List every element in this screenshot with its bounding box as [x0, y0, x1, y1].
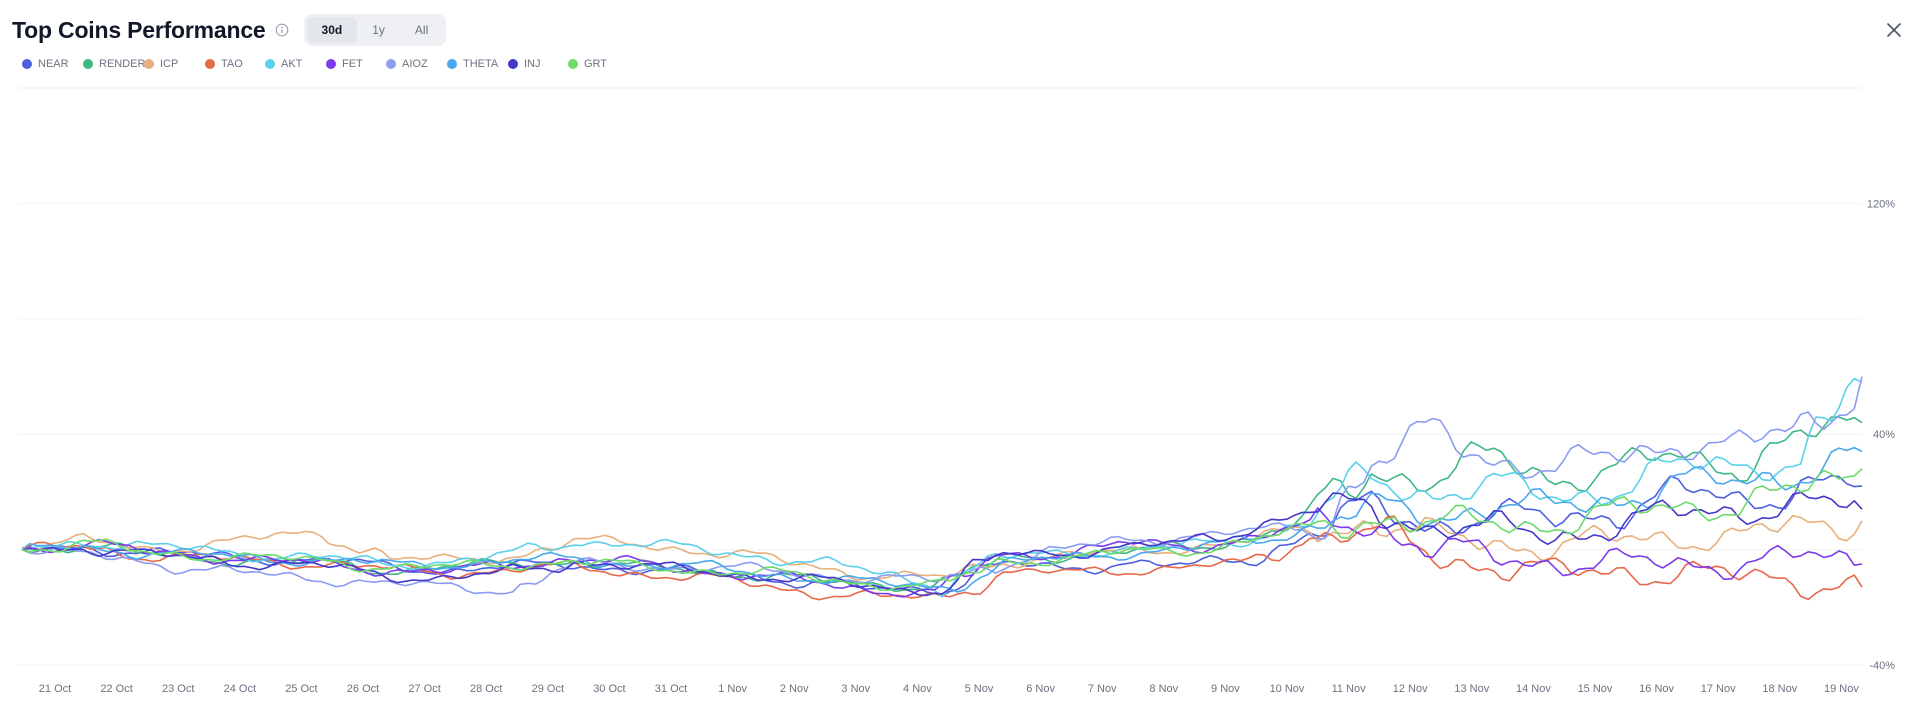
series-line-tao[interactable] — [21, 515, 1863, 601]
x-tick-label: 24 Oct — [224, 683, 256, 695]
x-tick-label: 11 Nov — [1332, 683, 1367, 695]
x-tick-label: 12 Nov — [1393, 683, 1428, 695]
x-tick-label: 15 Nov — [1578, 683, 1613, 695]
x-tick-label: 26 Oct — [347, 683, 379, 695]
legend-dot — [447, 59, 457, 69]
x-tick-label: 6 Nov — [1026, 683, 1055, 695]
legend-dot — [568, 59, 578, 69]
legend-dot — [265, 59, 275, 69]
y-tick-label: 120% — [1867, 198, 1895, 210]
series-line-aioz[interactable] — [21, 376, 1863, 595]
legend-item-inj[interactable]: INJ — [508, 58, 541, 70]
x-tick-label: 16 Nov — [1639, 683, 1674, 695]
series-line-inj[interactable] — [21, 491, 1863, 597]
series-line-theta[interactable] — [21, 446, 1863, 593]
legend-label: RENDER — [99, 58, 146, 70]
x-tick-label: 17 Nov — [1701, 683, 1736, 695]
legend-label: ICP — [160, 58, 179, 70]
info-icon[interactable] — [275, 23, 289, 37]
legend-item-fet[interactable]: FET — [326, 58, 363, 70]
range-all-button[interactable]: All — [400, 17, 443, 43]
x-tick-label: 9 Nov — [1211, 683, 1240, 695]
range-1y-button[interactable]: 1y — [357, 17, 400, 43]
range-30d-button[interactable]: 30d — [306, 17, 358, 43]
legend-item-akt[interactable]: AKT — [265, 58, 302, 70]
legend-dot — [144, 59, 154, 69]
legend-dot — [205, 59, 215, 69]
legend-label: AKT — [281, 58, 303, 70]
page-title: Top Coins Performance — [12, 16, 266, 43]
series-line-fet[interactable] — [21, 507, 1863, 598]
x-tick-label: 7 Nov — [1088, 683, 1117, 695]
x-tick-label: 1 Nov — [718, 683, 747, 695]
series-lines — [21, 376, 1863, 601]
x-tick-label: 25 Oct — [285, 683, 317, 695]
x-tick-label: 30 Oct — [593, 683, 625, 695]
chart-header: Top Coins Performance 30d 1y All — [12, 14, 447, 46]
x-tick-label: 14 Nov — [1516, 683, 1551, 695]
x-tick-label: 23 Oct — [162, 683, 194, 695]
x-tick-label: 28 Oct — [470, 683, 502, 695]
legend-item-icp[interactable]: ICP — [144, 58, 178, 70]
x-tick-label: 2 Nov — [780, 683, 809, 695]
legend-dot — [22, 59, 32, 69]
y-axis-ticks: 120% 40% -40% — [1867, 198, 1895, 672]
x-tick-label: 19 Nov — [1824, 683, 1859, 695]
x-axis-ticks: 21 Oct 22 Oct 23 Oct 24 Oct 25 Oct 26 Oct 27 O… — [39, 683, 1860, 695]
legend-label: NEAR — [38, 58, 69, 70]
x-tick-label: 3 Nov — [841, 683, 870, 695]
y-tick-label: -40% — [1869, 660, 1895, 672]
legend-label: TAO — [221, 58, 243, 70]
y-tick-label: 40% — [1873, 429, 1895, 441]
x-tick-label: 31 Oct — [655, 683, 687, 695]
x-tick-label: 27 Oct — [408, 683, 440, 695]
legend-item-render[interactable]: RENDER — [83, 58, 145, 70]
x-tick-label: 5 Nov — [965, 683, 994, 695]
legend-label: AIOZ — [402, 58, 428, 70]
series-line-akt[interactable] — [21, 377, 1863, 598]
legend-item-aioz[interactable]: AIOZ — [386, 58, 428, 70]
legend-dot — [386, 59, 396, 69]
x-tick-label: 13 Nov — [1454, 683, 1489, 695]
legend-item-theta[interactable]: THETA — [447, 58, 498, 70]
x-tick-label: 18 Nov — [1762, 683, 1797, 695]
legend-item-tao[interactable]: TAO — [205, 58, 243, 70]
legend-dot — [83, 59, 93, 69]
legend-label: FET — [342, 58, 363, 70]
legend-item-grt[interactable]: GRT — [568, 58, 607, 70]
performance-line-chart[interactable]: 120% 40% -40% 21 Oct 22 Oct 23 Oct 24 Oct 25 O… — [0, 80, 1920, 710]
legend-label: THETA — [463, 58, 499, 70]
legend-item-near[interactable]: NEAR — [22, 58, 69, 70]
legend-label: INJ — [524, 58, 541, 70]
x-tick-label: 4 Nov — [903, 683, 932, 695]
grid-lines — [18, 87, 1862, 666]
legend-label: GRT — [584, 58, 608, 70]
series-line-grt[interactable] — [21, 468, 1863, 592]
time-range-selector: 30d 1y All — [303, 14, 447, 46]
close-icon[interactable] — [1884, 20, 1904, 40]
legend-dot — [326, 59, 336, 69]
x-tick-label: 29 Oct — [532, 683, 564, 695]
series-line-render[interactable] — [21, 416, 1863, 593]
series-line-icp[interactable] — [21, 514, 1863, 581]
x-tick-label: 10 Nov — [1270, 683, 1305, 695]
x-tick-label: 8 Nov — [1149, 683, 1178, 695]
x-tick-label: 22 Oct — [100, 683, 132, 695]
x-tick-label: 21 Oct — [39, 683, 71, 695]
legend-dot — [508, 59, 518, 69]
